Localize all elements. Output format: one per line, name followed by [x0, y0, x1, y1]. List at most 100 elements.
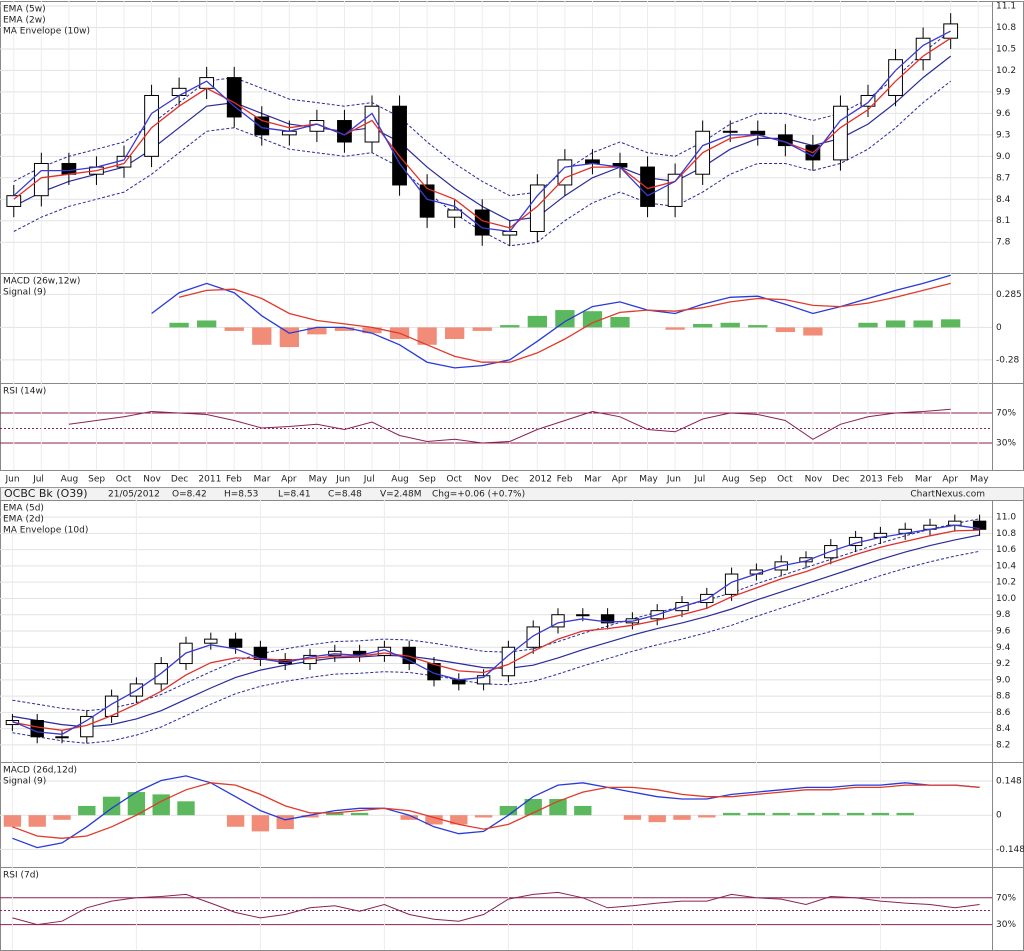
- histogram-bar: [574, 805, 592, 816]
- histogram-bar: [500, 325, 520, 328]
- y-tick-label: 11.0: [996, 513, 1016, 523]
- y-tick-label: 10.8: [996, 23, 1016, 33]
- legend-entry: EMA (2w): [3, 16, 46, 26]
- histogram-bar: [748, 325, 768, 328]
- histogram-bar: [913, 320, 933, 328]
- y-tick-label: 10.0: [996, 594, 1016, 604]
- x-tick-label: Jul: [363, 475, 375, 485]
- candle-body: [700, 593, 714, 604]
- indicator-line: [178, 282, 951, 363]
- y-tick-label: -0.148: [996, 845, 1024, 855]
- histogram-bar: [610, 317, 630, 328]
- histogram-bar: [127, 792, 146, 816]
- x-tick-label: May: [970, 475, 989, 485]
- x-tick-label: Sep: [88, 475, 105, 485]
- x-tick-label: Aug: [391, 475, 409, 485]
- histogram-bar: [326, 812, 344, 816]
- histogram-bar: [693, 323, 713, 328]
- legend-entry: EMA (5w): [3, 5, 46, 15]
- x-tick-label: Feb: [557, 475, 573, 485]
- candle-body: [833, 105, 848, 161]
- x-tick-label: Nov: [805, 475, 823, 485]
- x-tick-label: Apr: [942, 475, 958, 485]
- ema-line: [12, 529, 980, 731]
- histogram-bar: [474, 815, 493, 818]
- histogram-bar: [450, 815, 468, 825]
- envelope-upper: [13, 30, 952, 197]
- source-label: ChartNexus.com: [910, 490, 985, 500]
- header-field: O=8.42: [172, 490, 207, 500]
- y-tick-label: 11.1: [996, 2, 1016, 12]
- histogram-bar: [307, 327, 327, 335]
- header-field: H=8.53: [224, 490, 258, 500]
- x-tick-label: Jun: [5, 475, 20, 485]
- histogram-bar: [350, 812, 369, 816]
- histogram-bar: [252, 327, 272, 345]
- x-tick-label: Nov: [474, 475, 492, 485]
- histogram-bar: [169, 322, 189, 328]
- y-tick-label: 9.3: [996, 130, 1010, 140]
- y-tick-label: 0.285: [996, 290, 1022, 300]
- header-field: V=2.48M: [380, 490, 422, 500]
- histogram-bar: [822, 812, 840, 816]
- x-tick-label: 2013: [860, 475, 883, 485]
- histogram-bar: [334, 327, 355, 331]
- y-tick-label: 8.8: [996, 692, 1011, 702]
- x-tick-label: Dec: [832, 475, 849, 485]
- x-tick-label: Sep: [419, 475, 436, 485]
- x-tick-label: Jul: [32, 475, 44, 485]
- y-tick-label: 8.1: [996, 216, 1010, 226]
- rsi-line: [12, 891, 980, 926]
- histogram-bar: [803, 327, 823, 336]
- histogram-bar: [896, 812, 914, 816]
- x-tick-label: Jun: [666, 475, 681, 485]
- histogram-bar: [673, 815, 691, 820]
- histogram-bar: [102, 796, 121, 816]
- histogram-bar: [772, 812, 790, 816]
- candle-body: [722, 130, 738, 133]
- candle-body: [529, 184, 545, 232]
- histogram-bar: [279, 327, 299, 348]
- ema-line: [13, 37, 952, 229]
- candle-body: [30, 720, 44, 738]
- histogram-bar: [177, 801, 195, 816]
- y-tick-label: 8.7: [996, 173, 1010, 183]
- y-tick-label: 9.2: [996, 659, 1010, 669]
- histogram-bar: [417, 327, 437, 345]
- envelope-lower: [12, 550, 980, 744]
- indicator-line: [12, 775, 980, 849]
- x-tick-label: May: [639, 475, 658, 485]
- x-tick-label: Jul: [693, 475, 705, 485]
- header-field: 21/05/2012: [108, 490, 160, 500]
- y-tick-label: 9.6: [996, 109, 1011, 119]
- legend-entry: EMA (5d): [3, 504, 44, 514]
- y-tick-label: -0.28: [996, 355, 1020, 365]
- y-tick-label: 9.4: [996, 643, 1011, 653]
- candle-body: [860, 94, 876, 107]
- x-tick-label: 2012: [529, 475, 552, 485]
- x-tick-label: Apr: [612, 475, 628, 485]
- candle-body: [799, 557, 813, 563]
- y-tick-label: 10.2: [996, 66, 1016, 76]
- histogram-bar: [797, 812, 815, 816]
- legend-entry: MA Envelope (10w): [3, 27, 90, 37]
- envelope-upper: [12, 518, 980, 712]
- histogram-bar: [251, 815, 270, 832]
- legend-entry: RSI (7d): [3, 871, 39, 881]
- candle-body: [724, 573, 739, 595]
- y-tick-label: 0.148: [996, 776, 1022, 786]
- histogram-bar: [555, 310, 575, 328]
- histogram-bar: [623, 815, 642, 820]
- legend-entry: Signal (9): [3, 288, 46, 298]
- legend-entry: RSI (14w): [3, 387, 46, 397]
- candle-body: [476, 675, 491, 685]
- histogram-bar: [871, 812, 890, 816]
- candle-body: [600, 614, 615, 624]
- histogram-bar: [527, 315, 547, 328]
- histogram-bar: [226, 815, 245, 827]
- histogram-bar: [472, 327, 492, 331]
- y-tick-label: 30%: [996, 920, 1016, 930]
